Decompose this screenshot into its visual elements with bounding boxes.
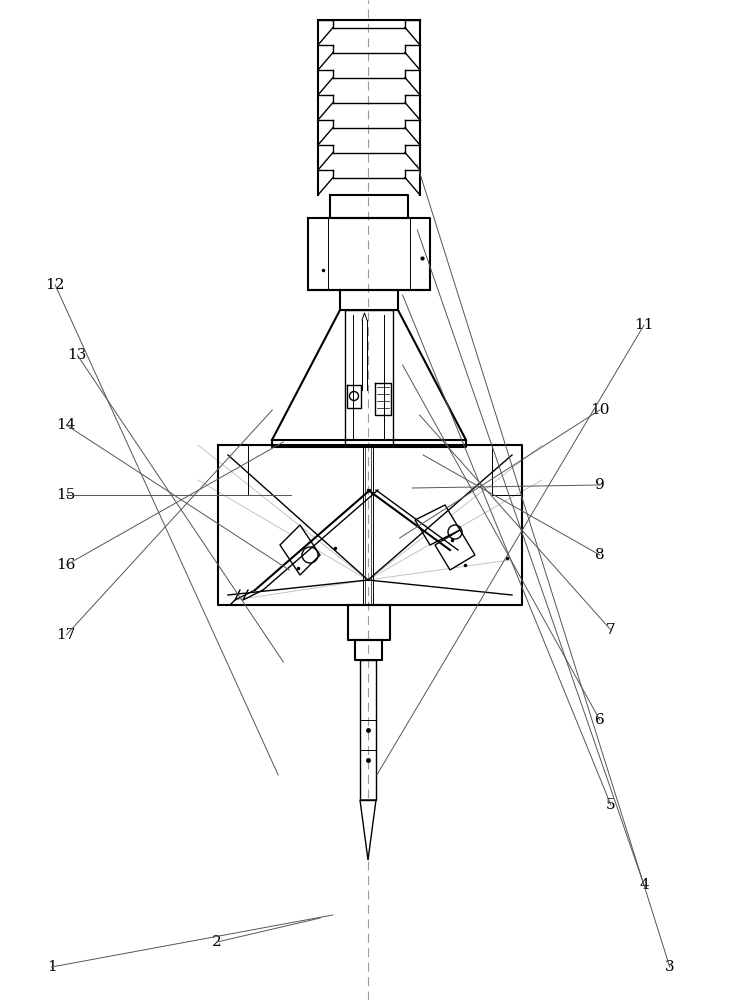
Text: 6: 6 (595, 713, 605, 727)
Text: 10: 10 (590, 403, 609, 417)
Text: 12: 12 (46, 278, 65, 292)
Text: 11: 11 (634, 318, 654, 332)
Text: 4: 4 (639, 878, 649, 892)
Text: 17: 17 (57, 628, 76, 642)
Text: 7: 7 (606, 623, 616, 637)
Polygon shape (280, 525, 320, 575)
Text: 16: 16 (57, 558, 76, 572)
Text: 5: 5 (606, 798, 616, 812)
Text: 14: 14 (57, 418, 76, 432)
Text: 9: 9 (595, 478, 605, 492)
Text: 13: 13 (68, 348, 87, 362)
Text: 8: 8 (595, 548, 605, 562)
Text: 3: 3 (665, 960, 675, 974)
Polygon shape (360, 800, 376, 860)
Polygon shape (415, 505, 460, 545)
Polygon shape (435, 530, 475, 570)
Text: 2: 2 (212, 935, 222, 949)
Text: 1: 1 (46, 960, 57, 974)
Text: 15: 15 (57, 488, 76, 502)
